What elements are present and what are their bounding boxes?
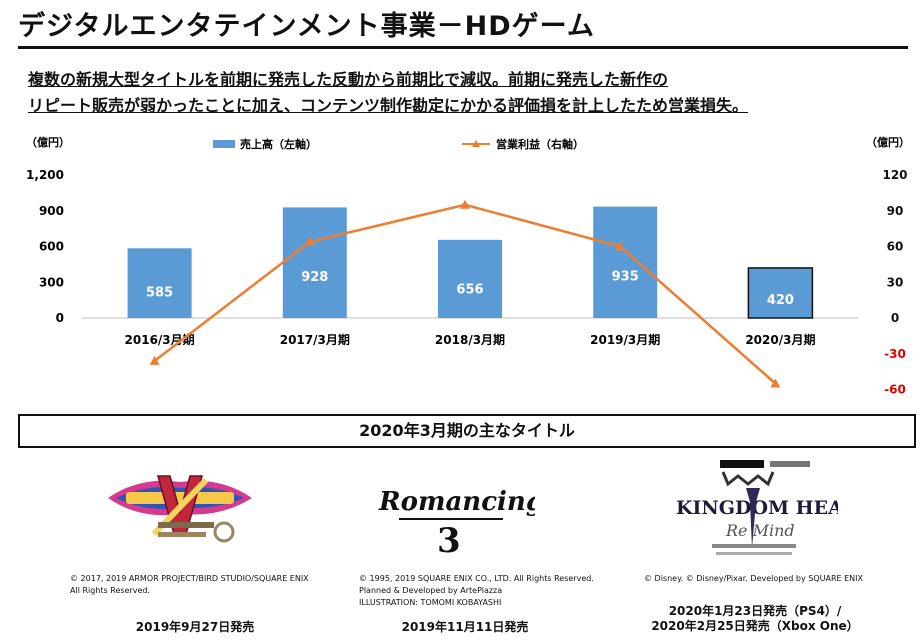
right-axis-tick: 30 [887, 275, 904, 289]
legend-label-sales: 売上高（左軸） [240, 137, 317, 151]
release-date-kingdom-hearts: 2020年1月23日発売（PS4）/ 2020年2月25日発売（Xbox One… [630, 604, 880, 634]
svg-text:Re Mind: Re Mind [725, 521, 795, 540]
credit-line: © 1995, 2019 SQUARE ENIX CO., LTD. All R… [359, 574, 594, 583]
right-axis-tick: -60 [884, 383, 906, 397]
svg-text:KINGDOM HEARTS: KINGDOM HEARTS [676, 497, 838, 519]
left-axis-tick: 900 [39, 204, 64, 218]
legend-label-profit: 営業利益（右軸） [496, 137, 584, 151]
left-axis-tick: 600 [39, 240, 64, 254]
bar-value-label: 585 [146, 286, 173, 301]
right-axis-tick: 120 [882, 168, 907, 182]
credit-line: © 2017, 2019 ARMOR PROJECT/BIRD STUDIO/S… [70, 574, 309, 583]
summary-line-2: リピート販売が弱かったことに加え、コンテンツ制作勘定にかかる評価損を計上したため… [28, 96, 749, 115]
summary-line-1: 複数の新規大型タイトルを前期に発売した反動から前期比で減収。前期に発売した新作の [28, 70, 669, 89]
title-divider [18, 46, 908, 49]
right-axis-tick: -30 [884, 347, 906, 361]
release-line: 2020年1月23日発売（PS4）/ [668, 604, 842, 618]
sales-profit-chart: （億円） （億円）売上高（左軸） 営業利益（右軸）1,200900600300012… [26, 135, 910, 397]
point-operating-profit [304, 236, 315, 246]
dragon-quest-xi-s-logo [108, 475, 252, 543]
bar-sales [127, 248, 192, 318]
bar-sales [593, 206, 658, 318]
section-heading: 2020年3月期の主なタイトル [18, 414, 916, 448]
left-axis-tick: 0 [56, 311, 64, 325]
category-label: 2020/3月期 [745, 332, 815, 347]
bar-sales [282, 207, 347, 318]
point-operating-profit [770, 378, 781, 388]
bar-value-label: 935 [612, 270, 639, 285]
category-label: 2018/3月期 [435, 332, 505, 347]
legend-swatch-sales [213, 140, 235, 148]
left-axis-unit: （億円） [26, 135, 70, 149]
bar-value-label: 928 [301, 270, 328, 285]
right-axis-unit: （億円） [866, 135, 910, 149]
romancing-saga-3-logo: Romancing SaGa 3 [378, 487, 535, 558]
credit-dragon-quest: © 2017, 2019 ARMOR PROJECT/BIRD STUDIO/S… [70, 573, 309, 597]
left-axis-tick: 300 [39, 275, 64, 289]
right-axis-tick: 0 [891, 311, 899, 325]
credit-romancing-saga: © 1995, 2019 SQUARE ENIX CO., LTD. All R… [359, 573, 594, 609]
credit-line: All Rights Reserved. [70, 586, 151, 595]
bar-sales [747, 267, 814, 319]
point-operating-profit [460, 199, 470, 209]
release-line: 2019年9月27日発売 [135, 620, 255, 634]
release-date-dragon-quest: 2019年9月27日発売 [100, 620, 290, 635]
right-axis-tick: 60 [887, 240, 904, 254]
category-label: 2017/3月期 [280, 332, 350, 347]
point-operating-profit [615, 241, 626, 251]
release-line: 2019年11月11日発売 [401, 620, 529, 634]
credit-line: © Disney. © Disney/Pixar. Developed by S… [644, 574, 863, 583]
release-line: 2020年2月25日発売（Xbox One） [651, 619, 859, 633]
release-date-romancing-saga: 2019年11月11日発売 [370, 620, 560, 635]
credit-kingdom-hearts: © Disney. © Disney/Pixar. Developed by S… [644, 573, 863, 585]
bar-value-label: 420 [767, 293, 794, 308]
bar-sales [438, 239, 502, 318]
page-title: デジタルエンタテインメント事業－HDゲーム [18, 11, 595, 42]
kingdom-hearts-3-remind-logo: KINGDOM HEARTS Re Mind [676, 460, 838, 555]
credit-line: ILLUSTRATION: TOMOMI KOBAYASHI [359, 598, 502, 607]
svg-text:3: 3 [437, 521, 461, 558]
left-axis-tick: 1,200 [26, 168, 64, 182]
legend-marker-profit [472, 140, 480, 147]
category-label: 2019/3月期 [590, 332, 660, 347]
svg-text:Romancing SaGa: Romancing SaGa [378, 487, 535, 517]
credit-line: Planned & Developed by ArtePiazza [359, 586, 503, 595]
right-axis-tick: 90 [887, 204, 904, 218]
point-operating-profit [149, 355, 160, 365]
bar-value-label: 656 [456, 282, 483, 297]
